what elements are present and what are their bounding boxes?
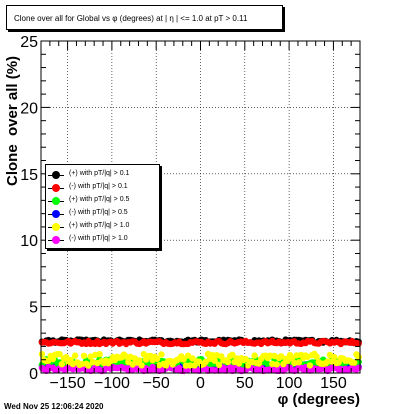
y-tick-label: 20	[20, 100, 38, 117]
legend-marker	[52, 184, 60, 192]
data-point	[96, 351, 103, 358]
data-point	[58, 361, 65, 368]
data-point	[211, 357, 218, 364]
data-point	[355, 364, 362, 371]
legend-label: (+) with pT/|q| > 1.0	[69, 222, 130, 229]
data-point	[136, 357, 143, 364]
data-point	[56, 351, 63, 358]
y-axis-label: Clone over all (%)	[4, 55, 21, 186]
data-point	[235, 360, 243, 367]
data-point	[280, 360, 287, 368]
data-point	[295, 359, 303, 366]
legend-marker	[52, 171, 60, 179]
legend-entry: (+) with pT/|q| > 0.5	[46, 195, 159, 208]
data-point	[153, 355, 161, 362]
axes-layer: 0 5 10 15 20 25 −150 −100 −50 0 50 100 150	[20, 34, 361, 392]
data-point	[215, 361, 223, 368]
data-point	[306, 362, 314, 369]
x-tick-label: 0	[196, 375, 205, 392]
data-point	[158, 351, 165, 358]
chart-title: Clone over all for Global vs φ (degrees)…	[6, 5, 283, 30]
data-point	[251, 352, 258, 359]
data-point	[313, 353, 320, 360]
data-point	[138, 362, 145, 369]
y-tick-label: 25	[20, 34, 38, 51]
y-tick-label: 5	[29, 300, 38, 317]
x-tick-label: −50	[143, 375, 170, 392]
data-point	[229, 351, 236, 358]
legend-label: (-) with pT/|q| > 0.5	[69, 209, 128, 216]
legend-entry: (-) with pT/|q| > 0.5	[46, 208, 159, 221]
datestamp: Wed Nov 25 12:06:24 2020	[4, 402, 104, 411]
legend-marker	[52, 210, 60, 218]
legend-entry: (-) with pT/|q| > 1.0	[46, 234, 159, 247]
x-tick-label: 150	[320, 375, 347, 392]
legend-entry: (+) with pT/|q| > 1.0	[46, 221, 159, 234]
x-tick-label: −150	[50, 375, 86, 392]
data-point	[224, 358, 232, 366]
data-point	[80, 352, 88, 359]
legend-marker	[52, 223, 60, 231]
legend-label: (-) with pT/|q| > 1.0	[69, 235, 128, 242]
data-point	[273, 361, 280, 368]
x-tick-label: −100	[94, 375, 130, 392]
data-point	[324, 358, 331, 365]
y-tick-label: 10	[20, 233, 38, 250]
x-tick-label: 100	[276, 375, 303, 392]
x-axis-label: φ (degrees)	[277, 391, 360, 408]
data-point	[355, 340, 362, 347]
x-tick-label: 50	[236, 375, 254, 392]
data-series	[38, 350, 362, 369]
data-point	[38, 351, 46, 358]
legend-label: (+) with pT/|q| > 0.5	[69, 196, 130, 203]
y-tick-label: 15	[20, 167, 38, 184]
legend-label: (-) with pT/|q| > 0.1	[69, 183, 128, 190]
data-point	[331, 354, 338, 361]
data-series	[38, 337, 362, 348]
legend-marker	[52, 197, 60, 205]
points-layer	[38, 336, 362, 375]
data-point	[351, 359, 358, 366]
legend-entry: (+) with pT/|q| > 0.1	[46, 169, 159, 182]
legend-marker	[52, 236, 60, 244]
data-point	[71, 352, 79, 359]
legend-label: (+) with pT/|q| > 0.1	[69, 170, 130, 177]
legend: (+) with pT/|q| > 0.1 (-) with pT/|q| > …	[45, 164, 160, 249]
data-point	[180, 356, 187, 363]
data-point	[85, 362, 92, 369]
y-tick-label: 0	[29, 366, 38, 383]
legend-entry: (-) with pT/|q| > 0.1	[46, 182, 159, 195]
